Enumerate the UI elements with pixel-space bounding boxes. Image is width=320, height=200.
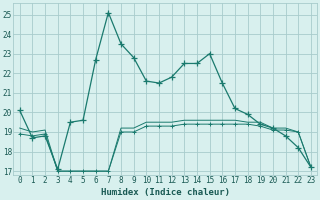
X-axis label: Humidex (Indice chaleur): Humidex (Indice chaleur) (101, 188, 230, 197)
